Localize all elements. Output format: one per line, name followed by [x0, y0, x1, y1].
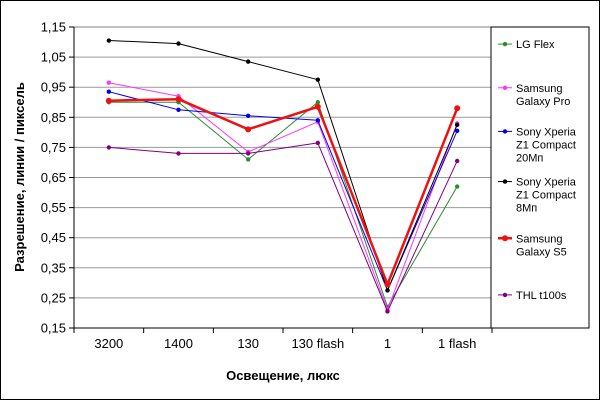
legend-marker — [502, 292, 508, 298]
series-group — [105, 38, 461, 314]
series-line — [108, 97, 459, 286]
legend-marker — [502, 235, 508, 242]
series-line — [108, 40, 458, 291]
legend-label: Samsung — [516, 233, 562, 245]
series-line — [108, 142, 458, 312]
y-tick-label: 0,95 — [41, 80, 66, 95]
x-axis-ticks: 3200 1400 130 130 flash 1 1 flash — [73, 27, 493, 351]
data-point — [454, 184, 460, 189]
series-6 — [106, 140, 460, 314]
data-point — [315, 77, 321, 82]
x-tick-label: 1 — [384, 336, 391, 351]
x-tick-label: 130 — [237, 336, 259, 351]
legend-label: Z1 Compact — [516, 190, 576, 202]
y-tick-label: 1,15 — [41, 20, 66, 35]
legend-label: THL t100s — [516, 290, 567, 302]
data-point — [315, 118, 321, 123]
legend-label: 20Мп — [516, 152, 543, 164]
data-point — [245, 157, 251, 162]
legend-label: Galaxy Pro — [516, 96, 570, 108]
y-tick-label: 0,85 — [41, 110, 66, 125]
y-tick-label: 0,35 — [41, 260, 66, 275]
y-tick-label: 0,45 — [41, 230, 66, 245]
legend-label: Z1 Compact — [516, 139, 576, 151]
legend-label: LG Flex — [516, 39, 555, 51]
series-line — [108, 82, 458, 311]
y-tick-label: 0,15 — [41, 321, 66, 336]
legend-box — [490, 26, 590, 329]
series-5 — [105, 96, 461, 288]
legend-marker — [502, 129, 508, 134]
y-tick-label: 0,75 — [41, 140, 66, 155]
data-point — [105, 97, 112, 104]
y-tick-label: 0,65 — [41, 170, 66, 185]
legend-marker — [502, 85, 508, 90]
y-tick-label: 0,55 — [41, 200, 66, 215]
data-point — [106, 38, 112, 43]
x-axis-title: Освещение, люкс — [226, 368, 340, 383]
legend-entry: THL t100s — [498, 290, 567, 302]
data-point — [176, 107, 181, 112]
data-point — [384, 281, 391, 288]
x-tick-label: 130 flash — [291, 336, 344, 351]
data-point — [315, 140, 321, 146]
data-point — [454, 122, 460, 128]
y-axis-ticks: 1,15 1,05 0,95 0,85 0,75 0,65 0,55 0,45 0,35 0,25… — [41, 20, 74, 336]
y-tick-label: 0,25 — [41, 290, 66, 305]
data-point — [106, 80, 112, 85]
legend-marker — [502, 179, 508, 184]
y-axis-title: Разрешение, линии / пиксель — [12, 82, 27, 272]
data-point — [176, 41, 181, 46]
data-point — [106, 89, 112, 94]
data-point — [245, 151, 251, 156]
x-tick-label: 3200 — [94, 336, 123, 351]
legend-label: Galaxy S5 — [516, 246, 567, 258]
x-tick-label: 1 flash — [438, 336, 476, 351]
data-point — [245, 113, 251, 118]
data-point — [454, 128, 460, 134]
series-4 — [106, 38, 460, 293]
data-point — [314, 103, 321, 110]
legend-label: Samsung — [516, 83, 562, 95]
data-point — [385, 288, 390, 293]
data-point — [315, 100, 321, 105]
legend-entry: LG Flex — [498, 39, 555, 51]
legend-marker — [502, 41, 508, 47]
data-point — [245, 59, 251, 64]
data-point — [176, 151, 181, 156]
data-point — [385, 309, 390, 314]
legend-label: Sony Xperia — [516, 177, 577, 189]
y-tick-label: 1,05 — [41, 50, 66, 65]
data-point — [245, 126, 252, 133]
data-point — [454, 158, 460, 164]
data-point — [106, 145, 112, 150]
legend-label: 8Мп — [516, 203, 537, 215]
legend-label: Sony Xperia — [516, 126, 577, 138]
data-point — [454, 105, 461, 112]
x-tick-label: 1400 — [164, 336, 193, 351]
data-point — [175, 96, 182, 103]
